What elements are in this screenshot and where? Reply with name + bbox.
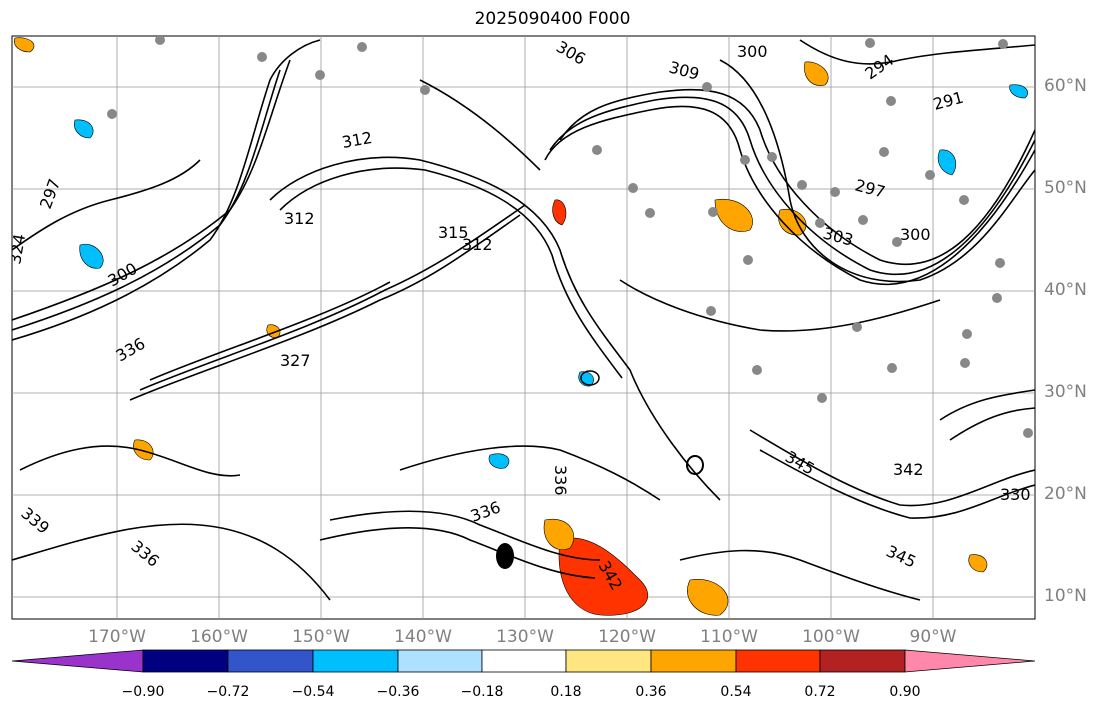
lat-label: 50°N — [1044, 178, 1087, 198]
map-title: 2025090400 F000 — [474, 9, 631, 29]
colorbar-segment — [312, 649, 399, 673]
contour-label: 324 — [5, 232, 29, 265]
lon-label: 110°W — [700, 627, 758, 647]
colorbar-segment — [819, 649, 906, 673]
lon-label: 140°W — [394, 627, 452, 647]
lat-label: 20°N — [1044, 484, 1087, 504]
closed-contour — [686, 455, 704, 475]
shaded-regions — [14, 37, 1029, 616]
contour-label: 300 — [737, 42, 768, 61]
colorbar — [11, 649, 1036, 673]
colorbar-segment — [11, 649, 144, 673]
colorbar-segment — [565, 649, 652, 673]
colorbar-tick-label: 0.36 — [635, 684, 667, 700]
lon-label: 100°W — [802, 627, 860, 647]
contour-label: 330 — [1000, 485, 1031, 504]
colorbar-segment — [904, 649, 1036, 673]
lon-label: 150°W — [292, 627, 350, 647]
contour-label: 327 — [280, 351, 311, 370]
contour-label: 342 — [893, 460, 924, 479]
colorbar-tick-label: 0.90 — [889, 684, 921, 700]
lat-label: 40°N — [1044, 280, 1087, 300]
colorbar-tick-label: −0.36 — [376, 684, 420, 700]
colorbar-segment — [397, 649, 483, 673]
lat-label: 30°N — [1044, 382, 1087, 402]
cyclone-center — [496, 543, 514, 569]
contour-label: 312 — [284, 209, 315, 228]
colorbar-segment — [735, 649, 821, 673]
lat-label: 60°N — [1044, 76, 1087, 96]
colorbar-segment — [142, 649, 229, 673]
colorbar-segment — [650, 649, 737, 673]
colorbar-tick-label: −0.54 — [291, 684, 335, 700]
lon-label: 120°W — [598, 627, 656, 647]
contour-lines — [12, 39, 1035, 601]
colorbar-tick-label: 0.18 — [550, 684, 582, 700]
colorbar-tick-label: 0.54 — [720, 684, 752, 700]
contour-label: 336 — [551, 465, 570, 496]
contour-label: 300 — [900, 225, 931, 244]
lon-label: 170°W — [88, 627, 146, 647]
colorbar-tick-label: 0.72 — [804, 684, 836, 700]
colorbar-segment — [227, 649, 314, 673]
colorbar-tick-label: −0.18 — [460, 684, 504, 700]
contour-label: 315 — [438, 223, 469, 242]
lon-label: 160°W — [190, 627, 248, 647]
lon-label: 90°W — [909, 627, 957, 647]
station-markers — [107, 36, 1033, 438]
colorbar-tick-label: −0.90 — [121, 684, 165, 700]
map-frame — [11, 35, 1036, 620]
colorbar-segment — [481, 649, 567, 673]
lat-label: 10°N — [1044, 586, 1087, 606]
contour-label: 312 — [462, 235, 493, 254]
colorbar-tick-label: −0.72 — [206, 684, 250, 700]
lon-label: 130°W — [496, 627, 554, 647]
